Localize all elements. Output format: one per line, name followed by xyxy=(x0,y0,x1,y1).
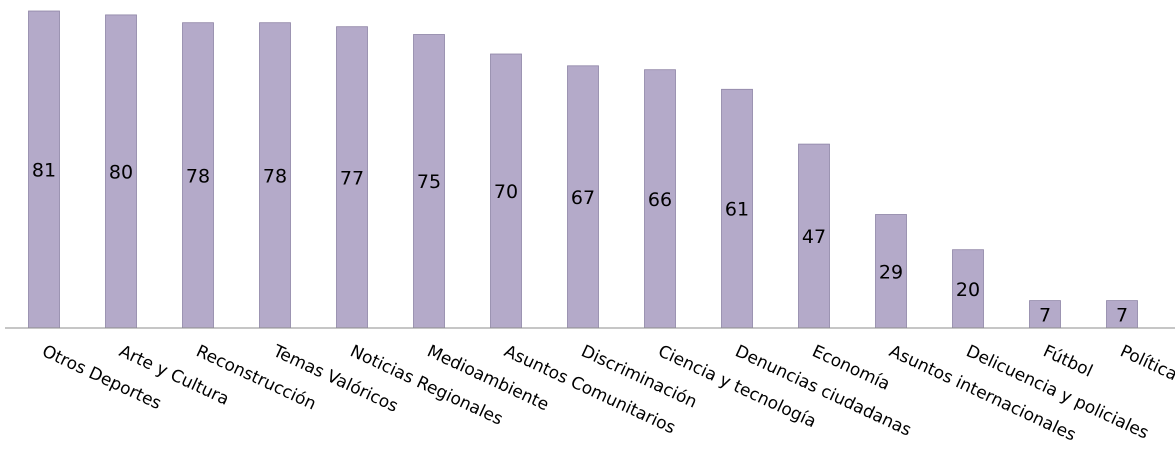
data-label: 20 xyxy=(956,279,980,301)
bar xyxy=(413,34,445,329)
bar xyxy=(28,10,60,329)
bar xyxy=(721,88,753,329)
x-tick-label: Fútbol xyxy=(1040,341,1096,381)
data-label: 78 xyxy=(263,165,287,187)
bars-layer xyxy=(28,10,1138,329)
bar xyxy=(182,22,214,329)
bar xyxy=(1029,300,1061,329)
x-tick-label: Temas Valóricos xyxy=(269,341,401,417)
bar xyxy=(259,22,291,329)
data-label: 77 xyxy=(340,167,364,189)
data-label: 70 xyxy=(494,181,518,203)
bar xyxy=(875,214,907,329)
data-label: 29 xyxy=(879,261,903,283)
data-label: 78 xyxy=(186,165,210,187)
bar xyxy=(798,143,830,329)
data-label: 80 xyxy=(109,162,133,184)
x-tick-label: Política xyxy=(1117,341,1175,385)
data-label: 47 xyxy=(802,226,826,248)
data-label: 66 xyxy=(648,189,672,211)
data-label: 67 xyxy=(571,187,595,209)
data-label: 7 xyxy=(1116,304,1128,326)
data-label: 7 xyxy=(1039,304,1051,326)
data-label: 61 xyxy=(725,199,749,221)
data-label: 75 xyxy=(417,171,441,193)
bar xyxy=(105,14,137,329)
data-label: 81 xyxy=(32,160,56,182)
bar xyxy=(567,65,599,329)
